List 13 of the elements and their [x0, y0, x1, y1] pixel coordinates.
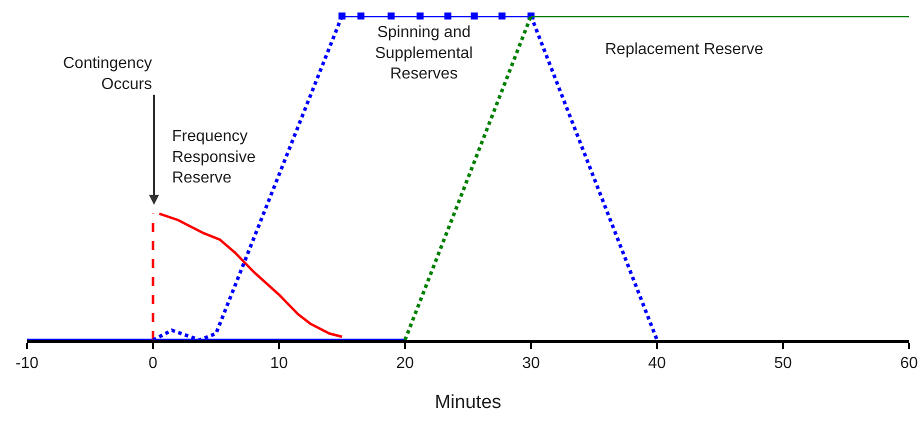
annotation: Contingency Occurs [63, 55, 152, 93]
x-tick-label: 40 [648, 355, 666, 372]
x-tick-label: 30 [522, 355, 540, 372]
x-axis-title: Minutes [434, 392, 502, 413]
annotation: Spinning and Supplemental Reserves [375, 24, 473, 83]
x-tick-label: 0 [148, 355, 158, 372]
x-tick-label: 20 [396, 355, 414, 372]
annotation: Replacement Reserve [605, 41, 764, 58]
x-tick-label: -10 [15, 355, 39, 372]
x-tick-label: 50 [774, 355, 792, 372]
x-tick-label: 60 [900, 355, 918, 372]
x-tick-label: 10 [270, 355, 288, 372]
annotation: Frequency Responsive Reserve [172, 128, 256, 187]
